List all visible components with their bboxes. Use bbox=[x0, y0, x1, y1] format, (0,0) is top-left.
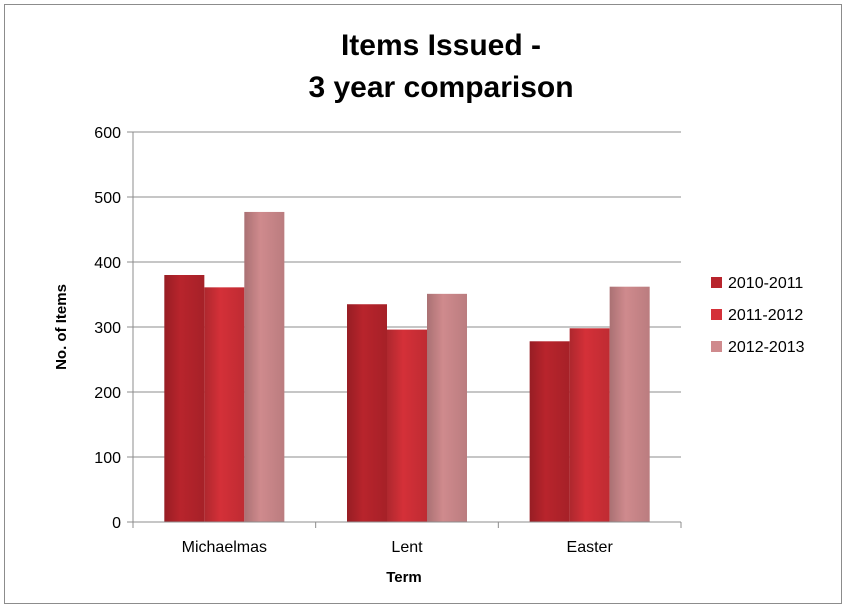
legend-label: 2010-2011 bbox=[728, 275, 803, 292]
bar-shade bbox=[204, 287, 245, 522]
legend-swatch-2011-2012 bbox=[711, 309, 722, 320]
legend-swatch-2010-2011 bbox=[711, 277, 722, 288]
legend-label: 2012-2013 bbox=[728, 339, 805, 356]
y-tick-label: 200 bbox=[94, 385, 121, 402]
bar-shade bbox=[244, 211, 285, 522]
x-tick-label: Lent bbox=[391, 539, 423, 556]
y-axis-title: No. of Items bbox=[53, 284, 70, 370]
y-tick-label: 100 bbox=[94, 450, 121, 467]
x-tick-label: Michaelmas bbox=[182, 539, 267, 556]
y-tick-label: 300 bbox=[94, 320, 121, 337]
chart-frame: Items Issued - 3 year comparison 0 100 200… bbox=[4, 4, 842, 604]
chart-title-line-2: 3 year comparison bbox=[308, 71, 573, 104]
bar-shade bbox=[529, 341, 570, 522]
bars bbox=[164, 211, 650, 522]
legend: 2010-2011 2011-2012 2012-2013 bbox=[711, 275, 805, 356]
bar-shade bbox=[569, 328, 610, 522]
tick-labels: 0 100 200 300 400 500 600 Michaelmas Lent Easter bbox=[94, 125, 613, 556]
y-tick-label: 400 bbox=[94, 255, 121, 272]
x-tick-label: Easter bbox=[567, 539, 614, 556]
legend-swatch-2012-2013 bbox=[711, 341, 722, 352]
bar-shade bbox=[609, 286, 650, 522]
bar-shade bbox=[427, 293, 467, 522]
y-tick-label: 600 bbox=[94, 125, 121, 142]
bar-shade bbox=[164, 275, 205, 522]
axes bbox=[127, 131, 682, 528]
bar-shade bbox=[347, 304, 387, 522]
x-axis-title: Term bbox=[386, 569, 422, 586]
bar-chart: Items Issued - 3 year comparison 0 100 200… bbox=[53, 29, 805, 586]
chart-title-line-1: Items Issued - bbox=[341, 29, 541, 62]
bar-shade bbox=[387, 329, 427, 522]
y-tick-label: 500 bbox=[94, 190, 121, 207]
y-tick-label: 0 bbox=[112, 515, 121, 532]
legend-label: 2011-2012 bbox=[728, 307, 803, 324]
